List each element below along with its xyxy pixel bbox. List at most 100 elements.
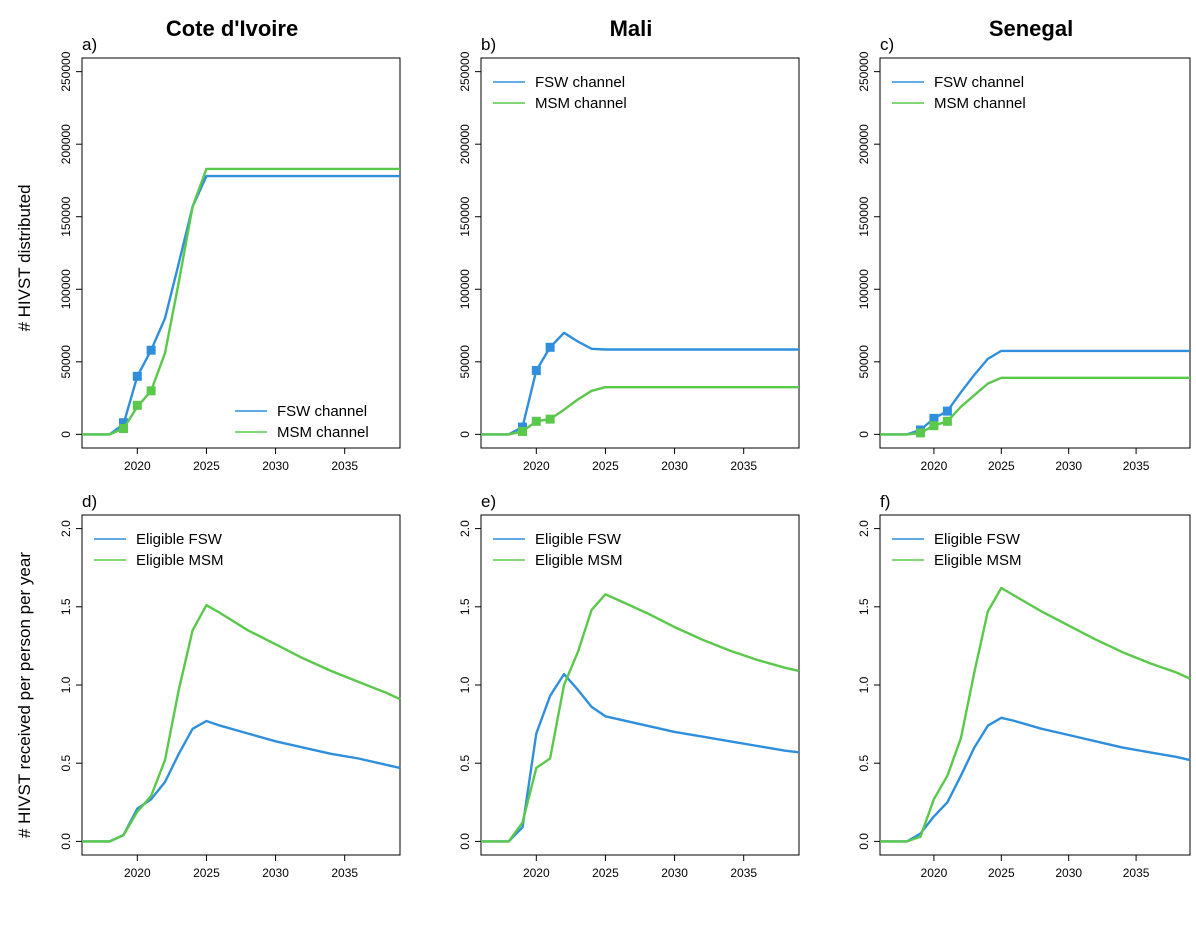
data-point-marker xyxy=(132,371,142,381)
data-point-marker xyxy=(531,366,541,376)
panel-label: b) xyxy=(481,35,496,54)
panel-d: d) 2020 2025 2030 2035 0.0 0.5 1.0 1.5 2.0 Eligibl… xyxy=(59,492,401,880)
x-tick-label: 2030 xyxy=(262,866,289,880)
series-line-eligible-msm xyxy=(82,604,401,843)
x-tick-label: 2020 xyxy=(523,866,550,880)
y-tick-label: 100000 xyxy=(458,269,472,309)
y-tick-label: 0.5 xyxy=(857,755,871,772)
column-title-cote-divoire: Cote d'Ivoire xyxy=(166,16,298,41)
series-line-msm-channel xyxy=(880,376,1190,436)
y-tick-label: 2.0 xyxy=(59,520,73,537)
y-tick-label: 0.5 xyxy=(458,755,472,772)
y-tick-label: 1.5 xyxy=(59,598,73,615)
x-tick-label: 2035 xyxy=(331,459,358,473)
column-title-senegal: Senegal xyxy=(989,16,1073,41)
y-tick-label: 100000 xyxy=(857,269,871,309)
panel-label: d) xyxy=(82,492,97,511)
series-line-fsw-channel xyxy=(82,174,400,436)
legend-label: Eligible MSM xyxy=(136,552,224,569)
column-title-mali: Mali xyxy=(610,16,653,41)
x-tick-label: 2030 xyxy=(262,459,289,473)
data-point-marker xyxy=(146,345,156,355)
x-tick-label: 2020 xyxy=(523,459,550,473)
series-line-msm-channel xyxy=(481,386,799,436)
plot-frame xyxy=(879,57,1191,449)
panel-label: a) xyxy=(82,35,97,54)
y-tick-label: 50000 xyxy=(857,345,871,379)
x-tick-label: 2020 xyxy=(124,459,151,473)
y-tick-label: 1.5 xyxy=(458,598,472,615)
y-tick-label: 1.0 xyxy=(59,676,73,693)
y-tick-label: 150000 xyxy=(59,196,73,236)
y-tick-label: 200000 xyxy=(458,124,472,164)
y-tick-label: 1.0 xyxy=(857,676,871,693)
data-point-marker xyxy=(146,386,156,396)
x-tick-label: 2035 xyxy=(1123,866,1150,880)
x-tick-label: 2020 xyxy=(124,866,151,880)
x-tick-label: 2025 xyxy=(193,459,220,473)
y-tick-label: 250000 xyxy=(59,51,73,91)
y-tick-label: 1.0 xyxy=(458,676,472,693)
y-tick-label: 50000 xyxy=(458,345,472,379)
legend-label: Eligible MSM xyxy=(535,552,623,569)
y-axis-label-top: # HIVST distributed xyxy=(15,184,34,331)
legend-label: FSW channel xyxy=(934,74,1024,91)
y-tick-label: 200000 xyxy=(59,124,73,164)
panel-e: e) 2020 2025 2030 2035 0.0 0.5 1.0 1.5 2.0 Eligibl… xyxy=(458,492,800,880)
legend-label: Eligible FSW xyxy=(934,531,1021,548)
data-point-marker xyxy=(531,416,541,426)
y-tick-label: 0 xyxy=(59,431,73,438)
data-point-marker xyxy=(929,421,939,431)
series-line-fsw-channel xyxy=(481,331,799,436)
x-tick-label: 2035 xyxy=(730,866,757,880)
plot-frame xyxy=(81,57,401,449)
series-line-fsw-channel xyxy=(880,349,1190,436)
y-tick-label: 0.0 xyxy=(458,833,472,850)
x-tick-label: 2030 xyxy=(1055,459,1082,473)
x-tick-label: 2030 xyxy=(661,866,688,880)
y-tick-label: 0 xyxy=(458,431,472,438)
legend-label: FSW channel xyxy=(535,74,625,91)
y-tick-label: 250000 xyxy=(458,51,472,91)
legend-label: Eligible MSM xyxy=(934,552,1022,569)
panel-label: f) xyxy=(880,492,890,511)
y-tick-label: 150000 xyxy=(857,196,871,236)
data-point-marker xyxy=(942,416,952,426)
x-tick-label: 2025 xyxy=(193,866,220,880)
legend-label: Eligible FSW xyxy=(535,531,622,548)
x-tick-label: 2030 xyxy=(661,459,688,473)
plot-frame xyxy=(81,514,401,856)
series-line-eligible-msm xyxy=(481,593,800,843)
x-tick-label: 2035 xyxy=(730,459,757,473)
series-line-eligible-msm xyxy=(880,586,1191,843)
y-tick-label: 2.0 xyxy=(458,520,472,537)
y-tick-label: 2.0 xyxy=(857,520,871,537)
x-tick-label: 2025 xyxy=(592,866,619,880)
y-tick-label: 0 xyxy=(857,431,871,438)
legend-label: MSM channel xyxy=(535,95,627,112)
legend-label: MSM channel xyxy=(934,95,1026,112)
y-tick-label: 200000 xyxy=(857,124,871,164)
data-point-marker xyxy=(942,406,952,416)
data-point-marker xyxy=(929,413,939,423)
y-tick-label: 1.5 xyxy=(857,598,871,615)
plot-frame xyxy=(480,514,800,856)
x-tick-label: 2020 xyxy=(921,459,948,473)
y-tick-label: 0.0 xyxy=(59,833,73,850)
y-axis-label-bottom: # HIVST received per person per year xyxy=(15,552,34,838)
y-tick-label: 150000 xyxy=(458,196,472,236)
panel-label: e) xyxy=(481,492,496,511)
x-tick-label: 2030 xyxy=(1055,866,1082,880)
data-point-marker xyxy=(915,428,925,438)
y-tick-label: 0.5 xyxy=(59,755,73,772)
x-tick-label: 2025 xyxy=(988,459,1015,473)
x-tick-label: 2025 xyxy=(988,866,1015,880)
series-line-msm-channel xyxy=(82,167,400,436)
series-line-eligible-fsw xyxy=(481,672,800,843)
data-point-marker xyxy=(517,426,527,436)
x-tick-label: 2035 xyxy=(1123,459,1150,473)
y-tick-label: 100000 xyxy=(59,269,73,309)
panel-c: c) 2020 2025 2030 2035 0 50000 100000 150000 2000… xyxy=(857,35,1191,473)
data-point-marker xyxy=(118,418,128,428)
legend-label: MSM channel xyxy=(277,424,369,441)
